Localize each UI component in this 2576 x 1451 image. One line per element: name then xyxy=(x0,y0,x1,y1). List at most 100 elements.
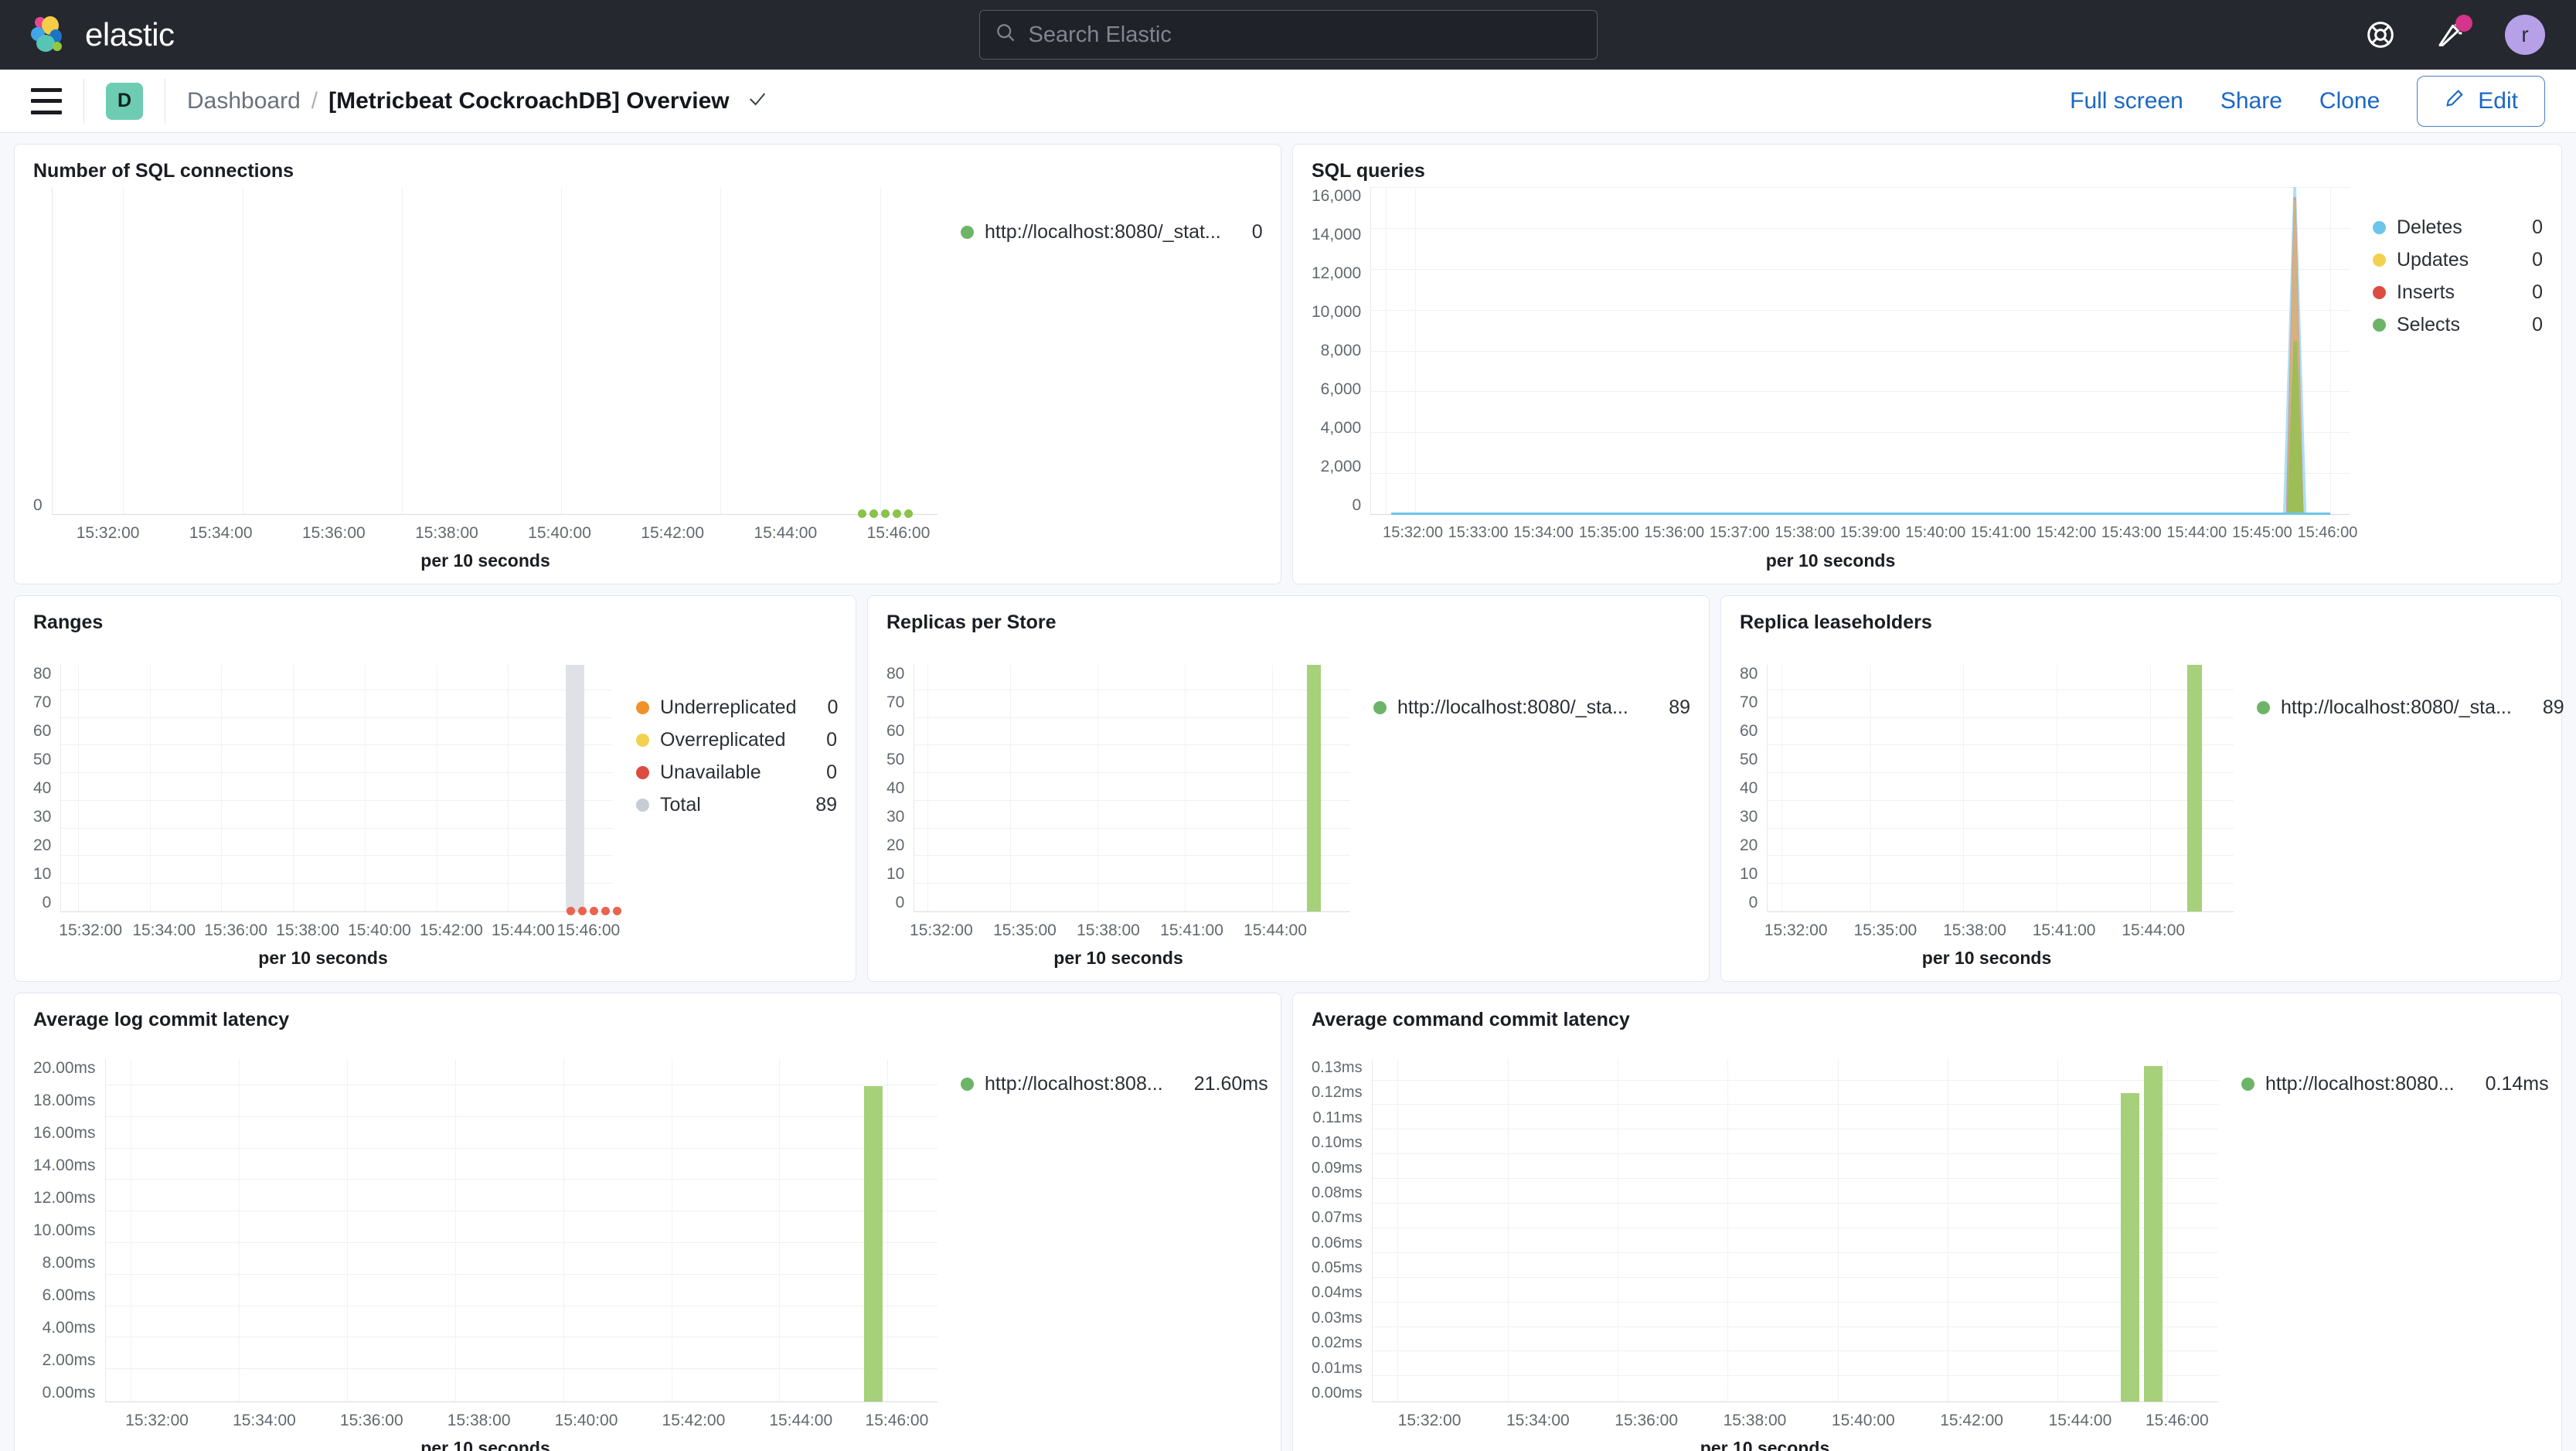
legend-item[interactable]: http://localhost:8080/_sta... 89 xyxy=(2257,697,2564,719)
panel-replicas-per-store: Replicas per Store 80 70 60 50 40 30 20 … xyxy=(867,595,1710,982)
legend-item[interactable]: http://localhost:808... 21.60ms xyxy=(961,1073,1268,1095)
legend-item[interactable]: Underreplicated 0 xyxy=(636,697,838,719)
y-tick: 80 xyxy=(1740,665,1758,683)
legend-color-dot xyxy=(1373,701,1387,714)
y-tick: 8,000 xyxy=(1320,342,1362,359)
y-tick: 12,000 xyxy=(1312,264,1362,282)
legend-item[interactable]: Overreplicated 0 xyxy=(636,729,837,751)
dashboard-row-1: Number of SQL connections 0 xyxy=(14,144,2562,584)
check-icon[interactable] xyxy=(747,88,768,114)
x-tick: 15:35:00 xyxy=(1578,524,1639,541)
legend-color-dot xyxy=(2241,1078,2254,1091)
y-axis-labels: 80 70 60 50 40 30 20 10 0 xyxy=(1740,665,1767,912)
legend-color-dot xyxy=(2257,701,2270,714)
clone-button[interactable]: Clone xyxy=(2319,87,2380,114)
announcement-megaphone-icon[interactable] xyxy=(2434,15,2472,53)
x-tick: 15:36:00 xyxy=(1644,524,1705,541)
y-tick: 70 xyxy=(1740,693,1758,711)
dashboard-grid: Number of SQL connections 0 xyxy=(0,133,2576,1451)
series-bar-log-latency xyxy=(864,1086,883,1402)
plot-area xyxy=(1767,665,2234,912)
y-tick: 0.12ms xyxy=(1312,1084,1363,1102)
legend-item[interactable]: Inserts 0 xyxy=(2373,281,2543,304)
y-tick: 60 xyxy=(33,722,52,740)
y-tick: 0.08ms xyxy=(1312,1184,1363,1201)
x-tick: 15:38:00 xyxy=(1723,1412,1787,1429)
x-axis-title: per 10 seconds xyxy=(1765,550,1896,571)
x-tick: 15:44:00 xyxy=(2048,1412,2112,1429)
y-tick: 0.11ms xyxy=(1312,1109,1363,1126)
legend-color-dot xyxy=(2373,318,2386,332)
panel-title: Average log commit latency xyxy=(33,1009,290,1030)
legend-color-dot xyxy=(961,226,974,239)
chart-ranges: 80 70 60 50 40 30 20 10 0 xyxy=(33,639,622,969)
pencil-icon xyxy=(2444,87,2465,115)
legend-item[interactable]: Deletes 0 xyxy=(2373,216,2543,239)
legend-item[interactable]: http://localhost:8080... 0.14ms xyxy=(2241,1073,2549,1095)
x-axis-labels: 15:32:00 15:34:00 15:36:00 15:38:00 15:4… xyxy=(69,515,938,542)
legend-value: 89 xyxy=(1669,697,1690,718)
y-tick: 0.07ms xyxy=(1312,1209,1363,1227)
x-tick: 15:40:00 xyxy=(1831,1412,1895,1429)
panel-title: Number of SQL connections xyxy=(33,160,294,182)
breadcrumb: Dashboard / [Metricbeat CockroachDB] Ove… xyxy=(187,88,768,114)
x-tick: 15:46:00 xyxy=(866,524,931,542)
series-markers xyxy=(857,509,913,518)
legend-label: http://localhost:8080/_stat... xyxy=(985,221,1221,243)
chart-replica-leaseholders: 80 70 60 50 40 30 20 10 0 xyxy=(1740,639,2234,969)
y-axis-labels: 20.00ms 18.00ms 16.00ms 14.00ms 12.00ms … xyxy=(33,1059,105,1402)
breadcrumb-dashboard[interactable]: Dashboard xyxy=(187,87,301,114)
y-tick: 20 xyxy=(33,836,52,854)
y-tick: 0.06ms xyxy=(1312,1234,1363,1252)
full-screen-button[interactable]: Full screen xyxy=(2070,87,2183,114)
y-tick: 30 xyxy=(33,808,52,826)
legend-value: 0 xyxy=(2532,281,2543,303)
legend-item[interactable]: Total 89 xyxy=(636,794,837,816)
global-search: Search Elastic xyxy=(978,10,1598,60)
legend-label: http://localhost:8080... xyxy=(2265,1073,2455,1095)
search-input[interactable]: Search Elastic xyxy=(978,10,1598,60)
panel-sql-connections: Number of SQL connections 0 xyxy=(14,144,1281,584)
x-axis-title: per 10 seconds xyxy=(258,948,388,968)
legend: http://localhost:8080/_sta... 89 xyxy=(1350,639,1690,969)
legend-item[interactable]: Selects 0 xyxy=(2373,314,2543,336)
y-tick: 0.00ms xyxy=(1312,1384,1363,1402)
legend-item[interactable]: http://localhost:8080/_sta... 89 xyxy=(1373,697,1690,719)
x-tick: 15:32:00 xyxy=(910,921,973,939)
breadcrumb-title[interactable]: [Metricbeat CockroachDB] Overview xyxy=(328,87,730,114)
brand[interactable]: elastic xyxy=(0,15,175,55)
dashboard-row-3: Average log commit latency 20.00ms 18.00… xyxy=(14,993,2562,1451)
x-tick: 15:39:00 xyxy=(1839,524,1901,541)
legend-item[interactable]: Updates 0 xyxy=(2373,249,2543,271)
chart-replicas-per-store: 80 70 60 50 40 30 20 10 0 xyxy=(886,639,1350,969)
y-tick: 60 xyxy=(1740,722,1758,740)
edit-button[interactable]: Edit xyxy=(2417,75,2545,127)
y-tick: 0 xyxy=(42,894,52,911)
share-button[interactable]: Share xyxy=(2220,87,2282,114)
legend-label: Inserts xyxy=(2397,281,2455,303)
legend-color-dot xyxy=(636,799,649,812)
legend-value: 0 xyxy=(2532,249,2543,271)
x-axis-title: per 10 seconds xyxy=(1921,948,2052,968)
x-tick: 15:44:00 xyxy=(491,921,555,939)
hamburger-menu-icon[interactable] xyxy=(31,87,62,114)
y-tick: 0 xyxy=(1352,496,1362,514)
y-tick: 30 xyxy=(1740,808,1758,826)
x-tick: 15:38:00 xyxy=(415,524,478,542)
y-tick: 6.00ms xyxy=(42,1286,96,1304)
x-tick: 15:46:00 xyxy=(2297,524,2358,541)
legend-item[interactable]: http://localhost:8080/_stat... 0 xyxy=(961,221,1263,244)
x-axis-title: per 10 seconds xyxy=(420,550,550,571)
x-tick: 15:43:00 xyxy=(2101,524,2162,541)
legend-item[interactable]: Unavailable 0 xyxy=(636,761,837,784)
x-tick: 15:41:00 xyxy=(1970,524,2031,541)
legend-label: Unavailable xyxy=(660,761,761,783)
x-axis-labels: 15:32:00 15:34:00 15:36:00 15:38:00 15:4… xyxy=(124,1402,938,1429)
help-lifebuoy-icon[interactable] xyxy=(2363,17,2398,53)
legend: http://localhost:8080... 0.14ms xyxy=(2218,1036,2549,1451)
space-badge[interactable]: D xyxy=(106,82,143,120)
x-axis-labels: 15:32:00 15:34:00 15:36:00 15:38:00 15:4… xyxy=(59,912,620,939)
x-tick: 15:38:00 xyxy=(276,921,339,939)
x-tick: 15:44:00 xyxy=(2122,921,2186,939)
user-avatar[interactable]: r xyxy=(2505,15,2545,55)
